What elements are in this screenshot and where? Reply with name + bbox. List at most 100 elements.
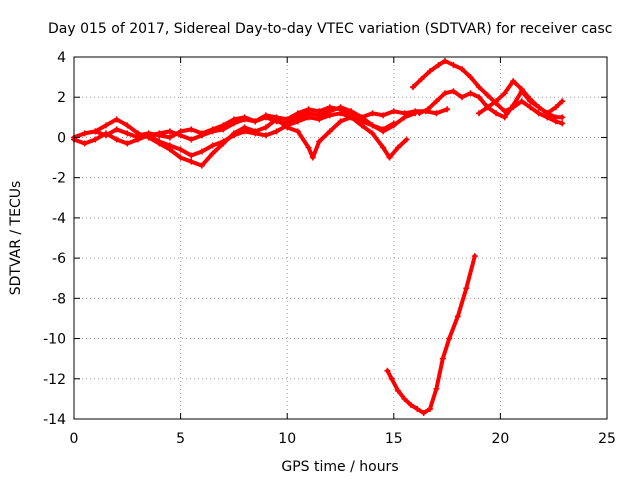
data-point: [467, 90, 474, 97]
data-point: [188, 158, 195, 165]
data-point: [177, 128, 184, 135]
series-line-sat-h: [385, 254, 477, 415]
data-point: [92, 128, 99, 135]
data-point: [369, 110, 376, 117]
y-axis-label: SDTVAR / TECUs: [8, 181, 24, 296]
data-point: [390, 122, 397, 129]
y-tick-label: -14: [43, 412, 66, 428]
data-point: [337, 118, 344, 125]
data-point: [380, 112, 387, 119]
plot-frame: [73, 56, 608, 420]
data-point: [518, 86, 525, 93]
data-point: [510, 78, 517, 85]
data-point: [424, 106, 431, 113]
data-point: [209, 150, 216, 157]
data-point: [358, 122, 365, 129]
data-point: [518, 98, 525, 105]
data-point: [459, 66, 466, 73]
data-point: [559, 120, 566, 127]
y-tick-label: -2: [52, 171, 66, 187]
data-point: [380, 144, 387, 151]
data-point: [407, 401, 414, 408]
data-point: [552, 104, 559, 111]
data-point: [463, 285, 470, 292]
data-point: [198, 130, 205, 137]
data-point: [439, 355, 446, 362]
x-tick-label: 0: [70, 431, 79, 447]
data-point: [188, 126, 195, 133]
data-point: [113, 136, 120, 143]
y-tick-label: -10: [43, 332, 66, 348]
data-point: [113, 116, 120, 123]
data-point: [386, 154, 393, 161]
data-point: [337, 106, 344, 113]
data-point: [252, 118, 259, 125]
data-point: [230, 130, 237, 137]
data-point: [493, 98, 500, 105]
data-point: [294, 128, 301, 135]
data-point: [262, 132, 269, 139]
data-point: [124, 140, 131, 147]
data-point: [156, 132, 163, 139]
data-point: [450, 62, 457, 69]
data-point: [166, 146, 173, 153]
data-point: [559, 98, 566, 105]
data-point: [348, 110, 355, 117]
data-point: [450, 88, 457, 95]
data-point: [81, 130, 88, 137]
data-point: [527, 96, 534, 103]
data-point: [510, 102, 517, 109]
data-point: [273, 114, 280, 121]
data-point: [446, 335, 453, 342]
data-point: [427, 68, 434, 75]
data-point: [552, 114, 559, 121]
data-point: [427, 405, 434, 412]
data-point: [416, 110, 423, 117]
chart-title: Day 015 of 2017, Sidereal Day-to-day VTE…: [48, 21, 612, 37]
y-tick-label: 2: [57, 90, 66, 106]
data-point: [241, 114, 248, 121]
data-point: [559, 114, 566, 121]
data-point: [433, 385, 440, 392]
data-point: [403, 136, 410, 143]
data-point: [102, 122, 109, 129]
data-point: [145, 130, 152, 137]
data-point: [177, 146, 184, 153]
data-point: [102, 130, 109, 137]
data-point: [188, 136, 195, 143]
data-point: [92, 136, 99, 143]
data-point: [501, 90, 508, 97]
y-tick-label: -8: [52, 291, 66, 307]
data-point: [156, 140, 163, 147]
data-point: [441, 90, 448, 97]
data-point: [484, 104, 491, 111]
x-tick-label: 20: [491, 431, 509, 447]
data-point: [390, 108, 397, 115]
data-point: [326, 128, 333, 135]
data-point: [476, 84, 483, 91]
data-point: [544, 110, 551, 117]
data-point: [384, 367, 391, 374]
data-point: [476, 94, 483, 101]
data-point: [484, 92, 491, 99]
data-point: [401, 114, 408, 121]
data-point: [188, 152, 195, 159]
data-point: [369, 122, 376, 129]
data-point: [177, 154, 184, 161]
series-group: [71, 58, 566, 416]
data-point: [198, 148, 205, 155]
data-point: [433, 98, 440, 105]
data-point: [294, 110, 301, 117]
y-tick-label: -6: [52, 251, 66, 267]
data-point: [273, 128, 280, 135]
data-point: [220, 122, 227, 129]
data-point: [294, 118, 301, 125]
data-point: [501, 114, 508, 121]
series-line-sat-c: [93, 115, 409, 168]
data-point: [284, 124, 291, 131]
data-point: [241, 124, 248, 131]
data-point: [316, 108, 323, 115]
data-point: [435, 62, 442, 69]
